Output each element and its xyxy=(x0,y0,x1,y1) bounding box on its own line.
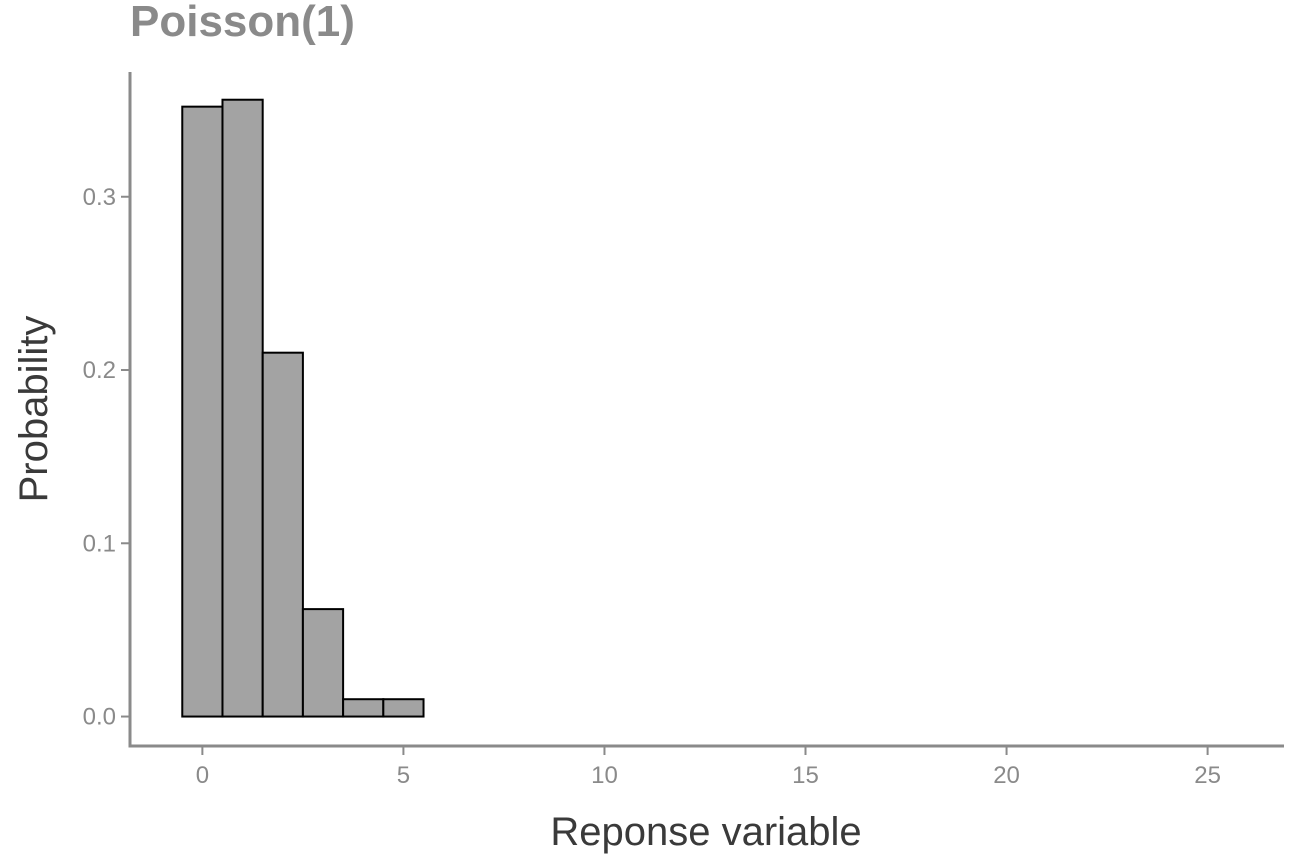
x-tick-label: 0 xyxy=(196,762,209,789)
y-tick-label: 0.0 xyxy=(83,704,116,731)
axis-lines xyxy=(128,72,1284,748)
x-tick-label: 25 xyxy=(1194,762,1221,789)
bar-1 xyxy=(221,98,264,718)
x-tick-label: 15 xyxy=(792,762,819,789)
x-tick-label: 5 xyxy=(397,762,410,789)
y-tick-label: 0.1 xyxy=(83,530,116,557)
y-tick-label: 0.2 xyxy=(83,357,116,384)
bar-4 xyxy=(342,698,385,718)
bar-0 xyxy=(181,105,224,718)
chart-title: Poisson(1) xyxy=(130,0,355,46)
y-axis-ticks: 0.0 0.1 0.2 0.3 xyxy=(83,184,130,731)
y-axis-title: Probability xyxy=(12,316,56,503)
x-tick-label: 20 xyxy=(993,762,1020,789)
x-axis-title: Reponse variable xyxy=(550,810,861,854)
bar-2 xyxy=(261,351,304,718)
bars-group xyxy=(181,98,425,718)
bar-3 xyxy=(301,608,345,718)
x-tick-label: 10 xyxy=(591,762,618,789)
bar-5 xyxy=(382,698,425,718)
x-axis-ticks: 0 5 10 15 20 25 xyxy=(196,746,1221,789)
y-tick-label: 0.3 xyxy=(83,184,116,211)
